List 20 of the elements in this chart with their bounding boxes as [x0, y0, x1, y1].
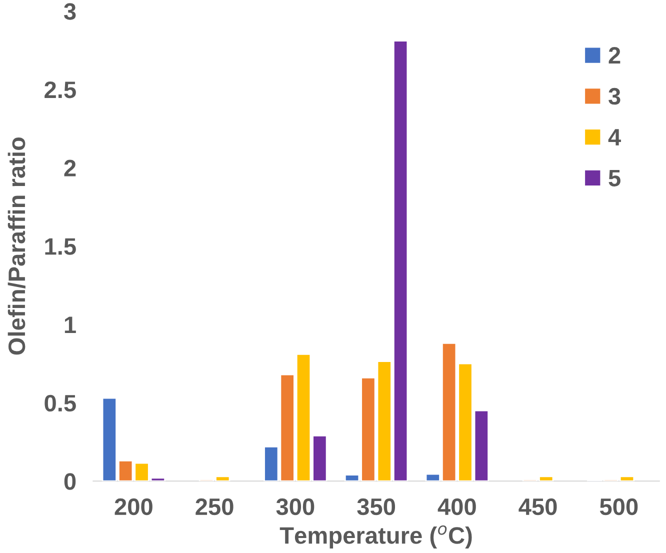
y-tick-label: 3 [64, 3, 76, 20]
legend-label: 5 [608, 170, 620, 186]
legend-label: 2 [608, 47, 620, 64]
x-axis-title: Temperature ($^{o}$C) [280, 525, 472, 549]
x-tick-label: 500 [600, 498, 638, 516]
y-tick-label: 2 [64, 160, 76, 176]
y-tick-label: 1 [64, 316, 76, 333]
y-tick-label: 1.5 [45, 238, 76, 255]
x-tick-label: 350 [357, 498, 396, 516]
x-tick-label: 250 [196, 498, 234, 516]
y-tick-label: 2.5 [44, 81, 76, 98]
x-tick-label: 300 [276, 498, 314, 516]
y-tick-label: 0 [64, 473, 76, 490]
legend-label: 3 [608, 88, 620, 105]
y-axis-title: Olefin/Paraffin ratio [8, 137, 26, 355]
x-tick-label: 200 [114, 498, 152, 516]
legend-label: 4 [608, 129, 621, 146]
x-tick-label: 400 [438, 498, 476, 516]
x-tick-label: 450 [518, 498, 557, 516]
y-tick-label: 0.5 [44, 394, 76, 412]
